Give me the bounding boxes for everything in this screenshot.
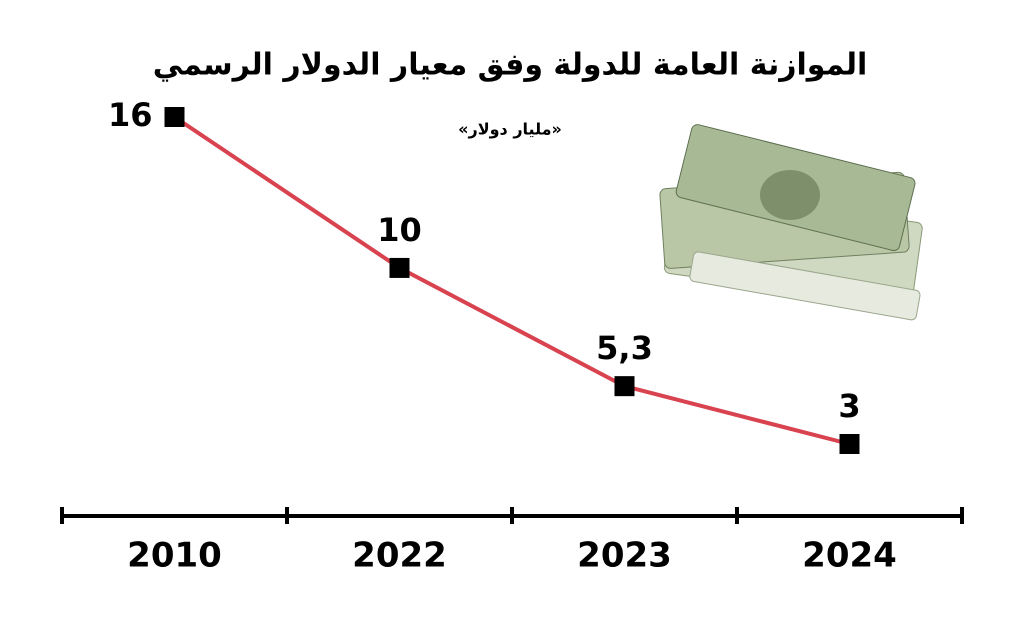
x-tick-label: 2022 xyxy=(352,536,447,576)
data-line xyxy=(173,115,850,446)
x-tick-label: 2023 xyxy=(577,536,672,576)
x-tick-label: 2024 xyxy=(802,536,897,576)
value-label: 16 xyxy=(108,96,153,134)
value-label: 5,3 xyxy=(596,329,653,367)
money-illustration xyxy=(659,124,923,321)
chart-title: الموازنة العامة للدولة وفق معيار الدولار… xyxy=(153,48,868,83)
chart-subtitle: «مليار دولار» xyxy=(458,120,562,139)
value-label: 10 xyxy=(377,211,422,249)
data-marker xyxy=(839,434,860,454)
portrait xyxy=(760,170,820,220)
x-tick-label: 2010 xyxy=(127,536,222,576)
data-marker xyxy=(164,107,185,127)
value-label: 3 xyxy=(838,387,860,425)
data-marker xyxy=(614,376,635,397)
data-marker xyxy=(389,257,410,278)
